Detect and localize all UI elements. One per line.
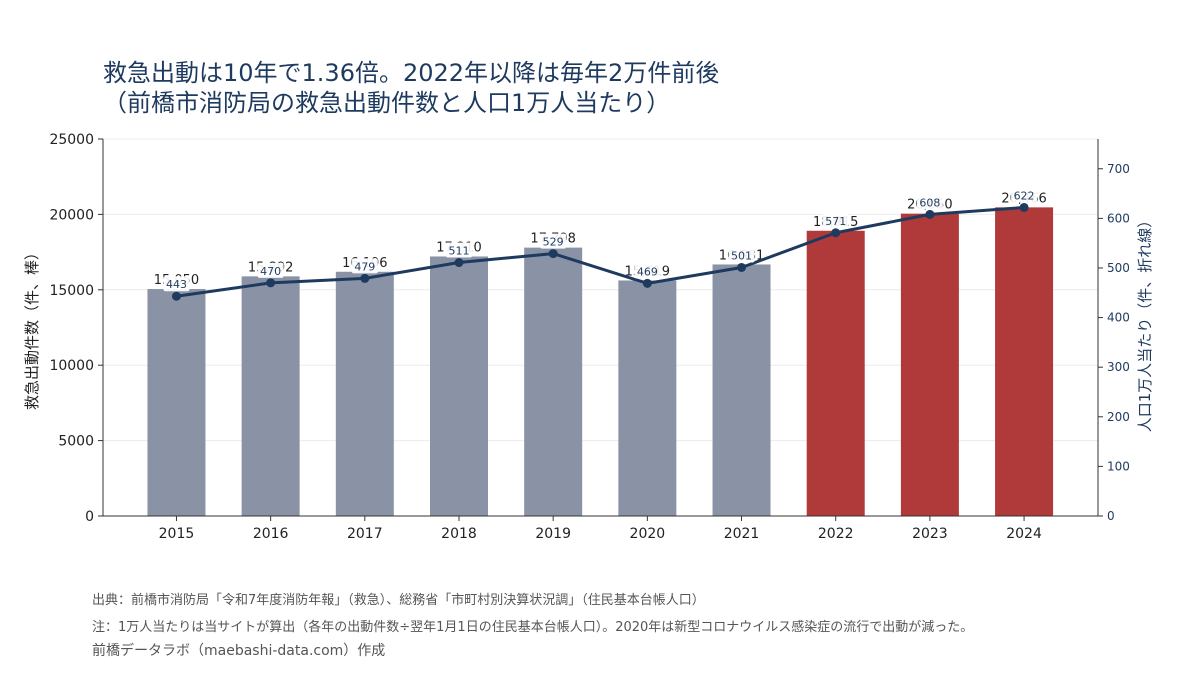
line-value-label-bg bbox=[916, 194, 943, 210]
line-point bbox=[360, 273, 370, 283]
y-tick-label: 15000 bbox=[49, 283, 94, 299]
line-value-label: 469 bbox=[634, 263, 661, 279]
line-series bbox=[176, 205, 1025, 298]
line-value-label: 511 bbox=[445, 242, 472, 258]
line-value-text: 470 bbox=[260, 265, 281, 278]
line-value-text: 511 bbox=[448, 245, 469, 258]
line-value-label: 501 bbox=[728, 247, 755, 263]
line-value-label-bg bbox=[1011, 187, 1038, 203]
line-value-text: 501 bbox=[731, 249, 752, 262]
combo-chart: 15,05015,89216,19617,21017,79815,61916,6… bbox=[23, 132, 1154, 542]
x-tick-label: 2015 bbox=[159, 526, 195, 542]
x-tick-label: 2016 bbox=[253, 526, 289, 542]
y-tick-label: 20000 bbox=[49, 207, 94, 223]
x-tick-label: 2024 bbox=[1006, 526, 1042, 542]
bar bbox=[241, 276, 300, 516]
line-point bbox=[454, 258, 464, 268]
line-value-label-bg bbox=[822, 212, 849, 228]
line-value-label: 529 bbox=[540, 233, 567, 249]
line-value-text: 443 bbox=[166, 278, 187, 291]
bar bbox=[900, 213, 959, 516]
y2-tick-label: 300 bbox=[1107, 360, 1130, 374]
y-tick-label: 5000 bbox=[58, 434, 94, 450]
bar bbox=[429, 256, 488, 516]
bar bbox=[712, 264, 771, 516]
y2-tick-label: 600 bbox=[1107, 211, 1130, 225]
line-value-label: 479 bbox=[351, 258, 378, 274]
line-value-text: 608 bbox=[919, 196, 940, 209]
y2-tick-label: 200 bbox=[1107, 410, 1130, 424]
source-note: 出典：前橋市消防局「令和7年度消防年報」（救急）、総務省「市町村別決算状況調」（… bbox=[92, 593, 705, 608]
per-10k-line bbox=[171, 202, 1029, 301]
line-value-label: 571 bbox=[822, 212, 849, 228]
line-point bbox=[737, 262, 747, 272]
x-tick-label: 2017 bbox=[347, 526, 383, 542]
line-point bbox=[171, 291, 181, 301]
line-value-label-bg bbox=[257, 262, 284, 278]
bar bbox=[995, 207, 1054, 516]
line-point bbox=[1019, 202, 1029, 212]
x-tick-label: 2022 bbox=[818, 526, 854, 542]
line-value-label-bg bbox=[163, 276, 190, 292]
y-axis-title: 救急出動件数（件、棒） bbox=[23, 245, 41, 410]
line-point bbox=[266, 278, 276, 288]
axes: 0 5000 10000 15000 20000 25000 0 100 200 300 400 50… bbox=[23, 132, 1154, 542]
y2-tick-label: 100 bbox=[1107, 459, 1130, 473]
credit-note: 前橋データラボ（maebashi-data.com）作成 bbox=[92, 643, 386, 659]
line-value-text: 622 bbox=[1014, 189, 1035, 202]
bar bbox=[147, 289, 206, 516]
line-point bbox=[831, 228, 841, 238]
method-note: 注：1万人当たりは当サイトが算出（各年の出動件数÷翌年1月1日の住民基本台帳人口… bbox=[92, 620, 974, 635]
y2-axis-title: 人口1万人当たり（件、折れ線） bbox=[1136, 213, 1154, 433]
line-point bbox=[548, 249, 558, 259]
y-tick-label: 10000 bbox=[49, 358, 94, 374]
line-value-label: 608 bbox=[916, 194, 943, 210]
x-tick-label: 2021 bbox=[724, 526, 760, 542]
line-point bbox=[925, 209, 935, 219]
x-tick-label: 2020 bbox=[630, 526, 666, 542]
line-value-text: 479 bbox=[354, 260, 375, 273]
y2-tick-label: 700 bbox=[1107, 162, 1130, 176]
bar bbox=[618, 280, 677, 516]
line-value-text: 469 bbox=[637, 265, 658, 278]
y2-tick-label: 400 bbox=[1107, 311, 1130, 325]
bars bbox=[147, 207, 1054, 517]
y2-tick-label: 0 bbox=[1107, 509, 1115, 523]
line-value-text: 571 bbox=[825, 215, 846, 228]
x-tick-label: 2018 bbox=[441, 526, 477, 542]
line-point bbox=[642, 278, 652, 288]
chart-title: 救急出動は10年で1.36倍。2022年以降は毎年2万件前後 （前橋市消防局の救… bbox=[103, 59, 720, 117]
line-value-label-bg bbox=[728, 247, 755, 263]
line-value-label-bg bbox=[445, 242, 472, 258]
line-value-label: 470 bbox=[257, 262, 284, 278]
bar bbox=[335, 271, 394, 516]
x-tick-label: 2023 bbox=[912, 526, 948, 542]
bar bbox=[806, 230, 865, 517]
line-value-labels: 443 470 479 511 529 469 501 571 608 622 bbox=[163, 187, 1038, 292]
x-tick-label: 2019 bbox=[535, 526, 571, 542]
y-tick-label: 25000 bbox=[49, 132, 94, 148]
y2-tick-label: 500 bbox=[1107, 261, 1130, 275]
line-value-label: 443 bbox=[163, 276, 190, 292]
line-value-label-bg bbox=[634, 263, 661, 279]
line-value-label-bg bbox=[540, 233, 567, 249]
y-tick-label: 0 bbox=[85, 509, 94, 525]
bar bbox=[524, 247, 583, 517]
line-value-label-bg bbox=[351, 258, 378, 274]
line-value-text: 529 bbox=[543, 236, 564, 249]
line-value-label: 622 bbox=[1011, 187, 1038, 203]
